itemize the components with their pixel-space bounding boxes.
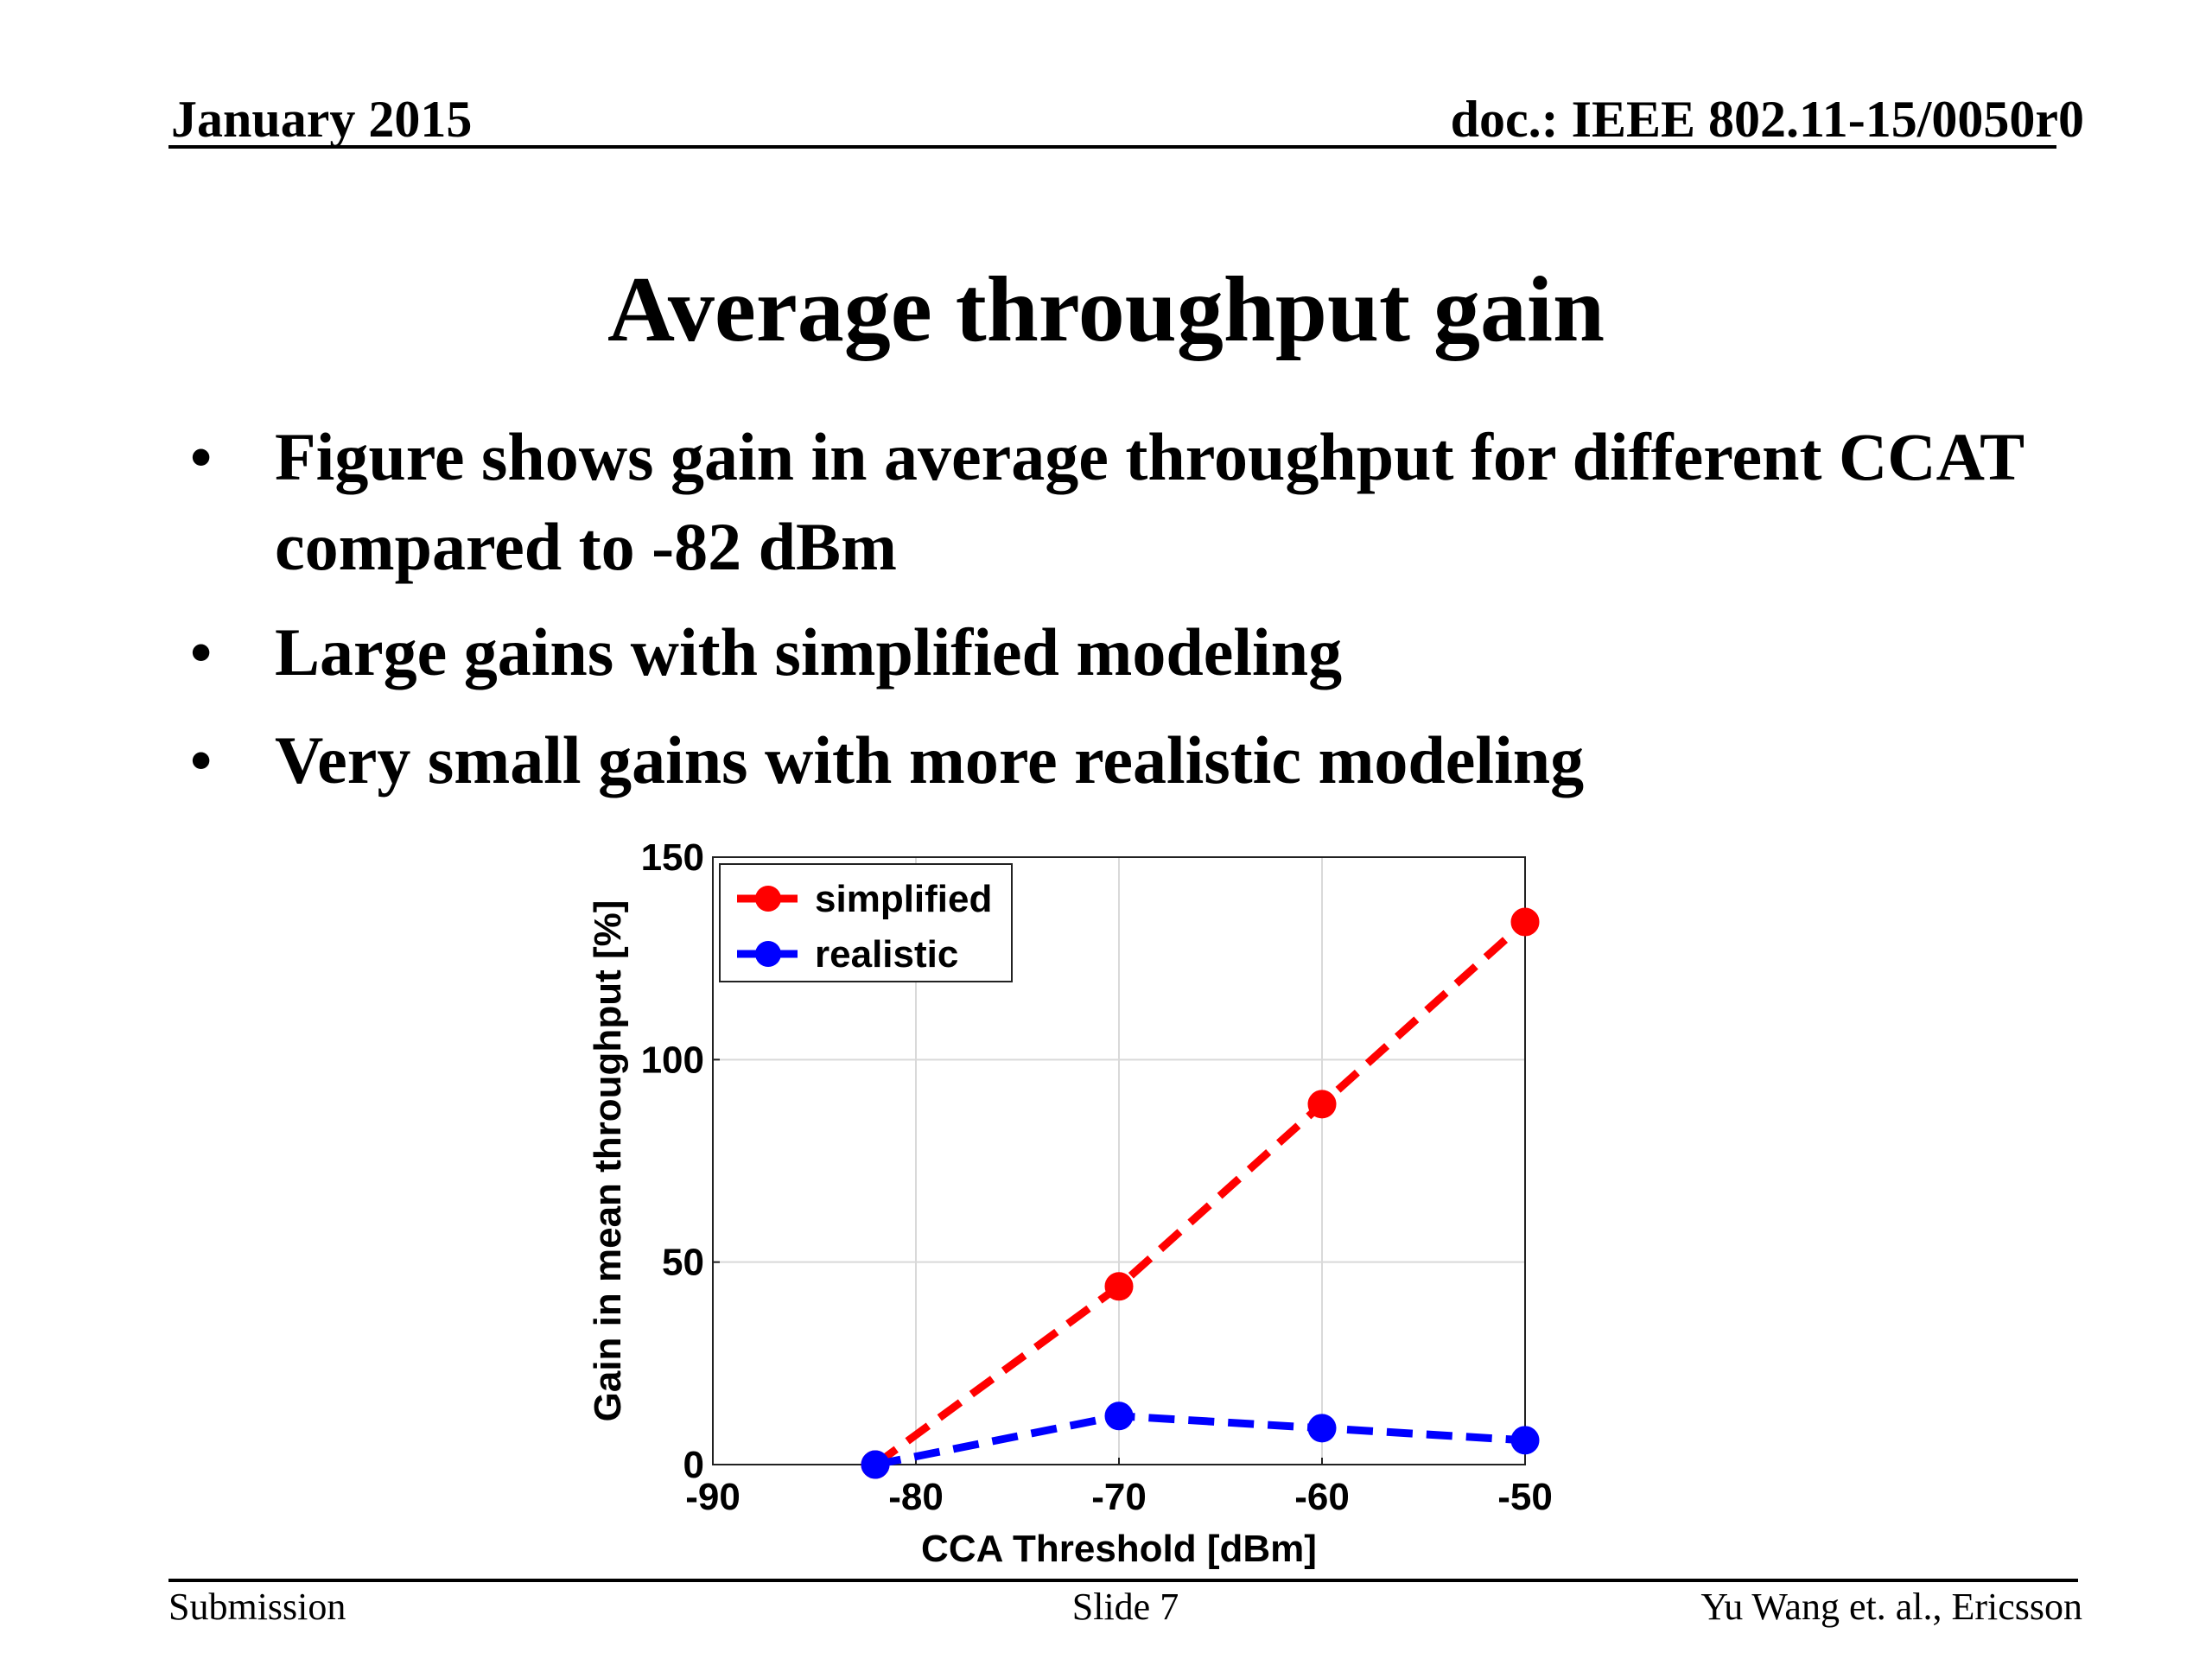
bullet-marker: • [190,726,213,795]
header-doc-id: doc.: IEEE 802.11-15/0050r0 [1450,91,2084,148]
legend-label: realistic [815,933,958,976]
footer-submission: Submission [168,1586,346,1628]
legend-marker-realistic [755,941,781,967]
series-line-realistic [874,1412,1526,1469]
throughput-gain-chart: -90 -80 -70 -60 -50 0 50 100 150 simplified reali… [587,836,1553,1570]
x-tick-label: -80 [888,1476,944,1518]
legend-label: simplified [815,878,992,920]
x-tick-label: -60 [1294,1476,1350,1518]
header-date: January 2015 [171,91,473,148]
series-lines [861,907,1540,1479]
bullet-text: Figure shows gain in average throughput … [275,419,2024,584]
data-point-realistic [1510,1426,1540,1455]
bullet-marker: • [190,618,213,687]
x-axis-label: CCA Threshold [dBm] [921,1528,1317,1570]
y-tick-label: 50 [662,1242,704,1284]
series-line-simplified [873,918,1529,1468]
x-tick-label: -90 [685,1476,741,1518]
legend: simplified realistic [719,863,1013,982]
legend-marker-simplified [755,886,781,912]
bullet-text: Large gains with simplified modeling [275,614,1343,690]
footer-slide-number: Slide 7 [1071,1586,1179,1628]
data-point-realistic [1104,1402,1134,1431]
data-point-simplified [1510,907,1540,937]
footer-rule [168,1579,2078,1582]
y-tick-label: 150 [641,836,704,879]
data-point-simplified [1104,1272,1134,1301]
axis-ticks: -90 -80 -70 -60 -50 0 50 100 150 [641,836,1553,1518]
data-point-simplified [1307,1090,1337,1119]
data-point-realistic [1307,1414,1337,1443]
y-axis-label: Gain in mean throughput [%] [587,900,629,1422]
data-point-realistic [861,1450,890,1479]
footer-authors: Yu Wang et. al., Ericsson [1700,1586,2082,1628]
bullet-text: Very small gains with more realistic mod… [275,722,1585,798]
x-tick-label: -50 [1497,1476,1553,1518]
y-tick-label: 0 [683,1444,704,1486]
y-tick-label: 100 [641,1039,704,1081]
slide-title: Average throughput gain [607,258,1605,361]
header-rule [168,145,2056,149]
bullet-marker: • [190,423,213,492]
x-tick-label: -70 [1091,1476,1147,1518]
